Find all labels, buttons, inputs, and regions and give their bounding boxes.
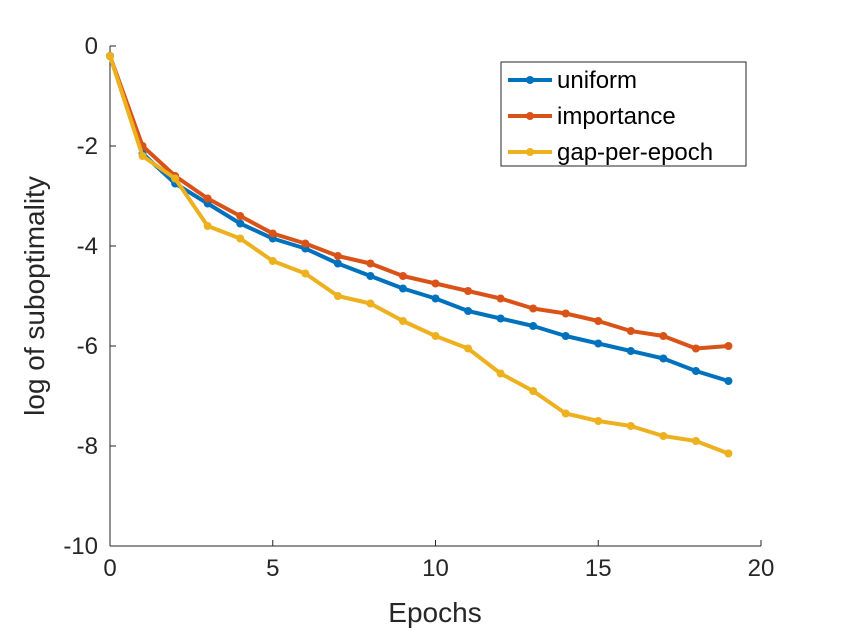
legend-label: uniform [557, 67, 637, 94]
data-point [691, 367, 700, 375]
data-point [333, 252, 342, 260]
x-tick-labels: 0 5 10 15 20 [103, 555, 774, 582]
y-tick-labels: 0 -2 -4 -6 -8 -10 [63, 33, 98, 560]
data-point [268, 257, 277, 265]
data-point [366, 259, 375, 268]
legend-label: gap-per-epoch [557, 139, 713, 166]
data-point [626, 422, 635, 430]
y-tick-label: -6 [77, 333, 98, 360]
data-point [431, 279, 440, 288]
data-point [431, 294, 440, 303]
data-point [431, 332, 440, 340]
y-tick-label: -8 [77, 433, 98, 460]
series-line-importance [108, 55, 729, 351]
series-line-gap-per-epoch [108, 55, 730, 456]
data-point [626, 347, 635, 355]
y-axis-label: log of suboptimality [19, 176, 50, 416]
data-point [561, 409, 570, 418]
x-tick-label: 20 [748, 555, 775, 582]
data-point [594, 417, 603, 425]
series-gap-per-epoch [106, 52, 733, 458]
data-point [171, 174, 180, 183]
data-point [301, 239, 310, 248]
data-point [594, 317, 603, 325]
data-point [659, 332, 668, 340]
x-axis-label: Epochs [388, 597, 481, 628]
x-tick-label: 0 [103, 555, 116, 582]
legend-item-uniform: uniform [508, 67, 637, 94]
y-tick-label: -4 [77, 233, 98, 260]
data-point [724, 377, 733, 385]
legend-marker [526, 148, 534, 156]
data-point [138, 152, 147, 160]
legend-item-gap-per-epoch: gap-per-epoch [508, 139, 713, 166]
data-point [724, 342, 733, 350]
legend-items: uniform importance gap-per-epoch [508, 67, 713, 166]
data-point [398, 272, 407, 280]
data-point [626, 327, 635, 335]
data-point [398, 317, 407, 325]
x-tick-label: 15 [585, 555, 612, 582]
legend-label: importance [557, 103, 676, 130]
legend-marker [526, 76, 534, 84]
data-point [691, 344, 700, 353]
x-tick-label: 5 [266, 555, 279, 582]
data-point [236, 234, 245, 243]
y-tick-label: 0 [85, 33, 98, 60]
data-point [236, 212, 245, 220]
series-lines [106, 52, 733, 458]
data-point [659, 432, 668, 440]
data-point [561, 309, 570, 318]
legend-item-importance: importance [508, 103, 676, 130]
data-point [398, 284, 407, 293]
data-point [464, 307, 473, 315]
data-point [366, 299, 375, 308]
data-point [464, 287, 473, 295]
series-importance [106, 52, 733, 353]
data-point [659, 354, 668, 363]
y-tick-label: -10 [63, 533, 98, 560]
data-point [529, 387, 538, 395]
data-point [464, 344, 473, 353]
data-point [496, 369, 505, 378]
data-point [333, 292, 342, 300]
legend-marker [526, 112, 534, 120]
data-point [496, 314, 505, 323]
data-point [366, 272, 375, 280]
data-point [529, 322, 538, 330]
data-point [268, 229, 277, 238]
data-point [691, 437, 700, 445]
data-point [496, 294, 505, 303]
data-point [529, 304, 538, 313]
data-point [203, 222, 212, 230]
data-point [301, 269, 310, 278]
data-point [724, 449, 733, 458]
y-tick-label: -2 [77, 133, 98, 160]
data-point [333, 259, 342, 268]
data-point [203, 194, 212, 203]
data-point [236, 219, 245, 228]
data-point [561, 332, 570, 340]
series-line-uniform [108, 55, 730, 383]
x-tick-label: 10 [422, 555, 449, 582]
legend: uniform importance gap-per-epoch [500, 61, 747, 167]
data-point [106, 52, 114, 60]
data-point [594, 339, 603, 348]
